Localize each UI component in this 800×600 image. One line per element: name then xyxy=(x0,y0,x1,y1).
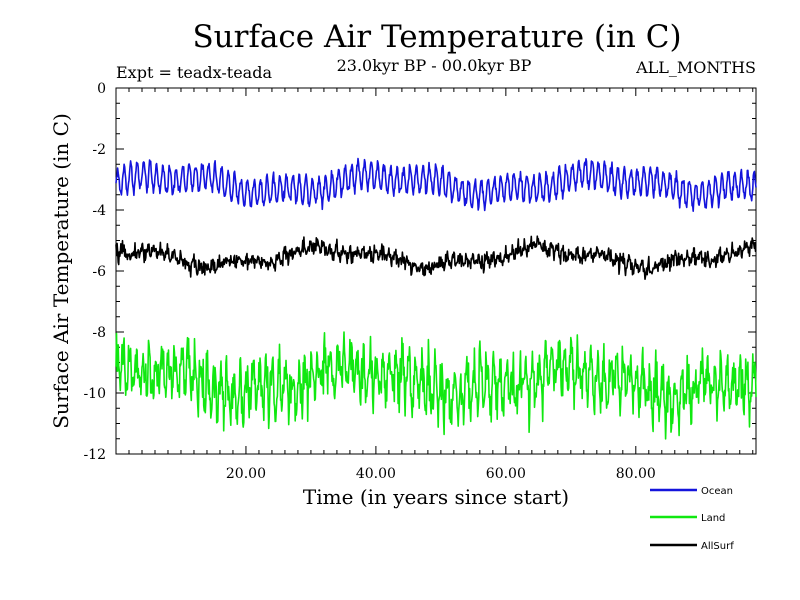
y-tick-label: -10 xyxy=(83,386,106,402)
chart-subtitle: 23.0kyr BP - 00.0kyr BP xyxy=(337,56,532,75)
series-line-allsurf xyxy=(115,235,757,281)
legend: Ocean Land AllSurf xyxy=(650,486,734,552)
y-axis-label: Surface Air Temperature (in C) xyxy=(49,113,73,429)
series-line-land xyxy=(115,331,757,440)
y-tick-label: -12 xyxy=(83,447,106,463)
y-tick-label: -2 xyxy=(92,142,106,158)
chart-title: Surface Air Temperature (in C) xyxy=(192,19,681,55)
legend-label-allsurf: AllSurf xyxy=(701,541,734,552)
series-line-ocean xyxy=(115,157,757,212)
x-tick-label: 80.00 xyxy=(616,466,656,482)
legend-label-ocean: Ocean xyxy=(701,486,733,497)
legend-item-allsurf: AllSurf xyxy=(650,541,734,552)
y-tick-label: -4 xyxy=(92,203,106,219)
x-tick-label: 40.00 xyxy=(356,466,396,482)
x-tick-label: 20.00 xyxy=(226,466,266,482)
x-axis-label: Time (in years since start) xyxy=(303,485,569,509)
legend-item-land: Land xyxy=(650,513,725,524)
y-tick-label: -6 xyxy=(92,264,106,280)
y-tick-label: -8 xyxy=(92,325,106,341)
y-tick-labels: 0 -2 -4 -6 -8 -10 -12 xyxy=(83,81,106,463)
legend-item-ocean: Ocean xyxy=(650,486,733,497)
experiment-label: Expt = teadx-teada xyxy=(116,63,272,82)
x-tick-label: 60.00 xyxy=(486,466,526,482)
x-tick-labels: 20.00 40.00 60.00 80.00 xyxy=(226,466,656,482)
y-tick-label: 0 xyxy=(97,81,106,97)
legend-label-land: Land xyxy=(701,513,725,524)
months-label: ALL_MONTHS xyxy=(635,58,756,77)
series-layer xyxy=(115,157,757,440)
